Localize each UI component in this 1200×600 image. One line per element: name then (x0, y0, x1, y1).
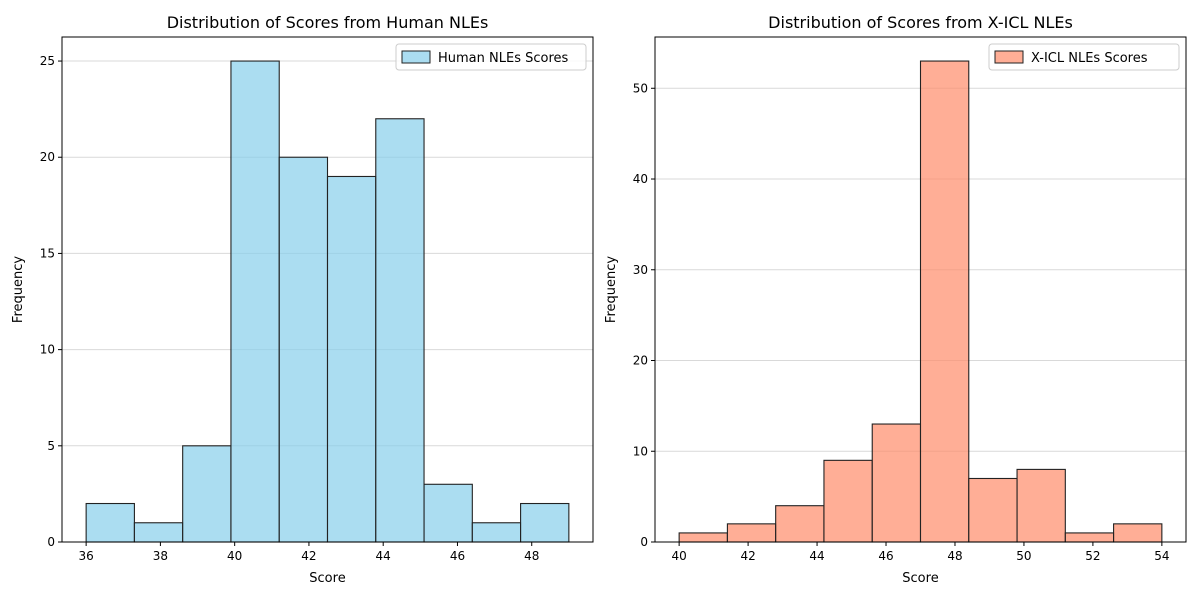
x-tick-label: 46 (878, 549, 893, 563)
x-tick-label: 42 (301, 549, 316, 563)
histogram-bar (775, 505, 825, 543)
x-tick-label: 48 (947, 549, 962, 563)
legend-box (988, 43, 1180, 71)
x-tick-label: 46 (450, 549, 465, 563)
legend-label: X-ICL NLEs Scores (1031, 51, 1148, 66)
x-tick-label: 42 (740, 549, 755, 563)
histogram-bar (1113, 523, 1163, 543)
histogram-bar (1016, 468, 1066, 543)
histogram-bar (471, 522, 522, 543)
histogram-bar (85, 502, 135, 543)
x-tick-label: 54 (1154, 549, 1169, 563)
histogram-bar (1064, 532, 1115, 543)
histogram-bar (823, 459, 873, 543)
y-tick-label: 15 (40, 246, 55, 260)
y-tick-label: 20 (40, 150, 55, 164)
y-tick-label: 40 (633, 172, 648, 186)
x-tick-label: 52 (1085, 549, 1100, 563)
legend: Human NLEs Scores (395, 43, 587, 71)
y-axis-label: Frequency (604, 256, 619, 323)
plot-frame (61, 36, 594, 543)
y-tick-label: 30 (633, 263, 648, 277)
x-tick-label: 40 (671, 549, 686, 563)
y-tick-label: 10 (40, 343, 55, 357)
histogram-bar (678, 532, 728, 543)
histogram-bar (278, 156, 329, 543)
histogram-bar (326, 175, 377, 543)
chart-panel-1: 36 38 40 42 44 46 48 0 5 10 15 20 25 Distribution of … (11, 13, 594, 586)
chart-title: Distribution of Scores from X-ICL NLEs (768, 13, 1073, 32)
legend-box (395, 43, 587, 71)
histogram-bar (133, 522, 184, 543)
y-tick-label: 0 (47, 535, 55, 549)
y-tick-label: 50 (633, 81, 648, 95)
histogram-bar (871, 423, 922, 543)
y-tick-label: 10 (633, 444, 648, 458)
histogram-bar (520, 502, 570, 543)
x-tick-label: 40 (227, 549, 242, 563)
x-tick-label: 50 (1016, 549, 1031, 563)
histogram-bar (968, 477, 1018, 543)
y-tick-label: 25 (40, 54, 55, 68)
legend-swatch (401, 50, 431, 64)
x-tick-label: 44 (376, 549, 391, 563)
y-tick-label: 0 (640, 535, 648, 549)
histogram-bar (919, 60, 970, 543)
chart-title: Distribution of Scores from Human NLEs (167, 13, 489, 32)
histogram-bar (726, 523, 777, 543)
histogram-bar (423, 483, 473, 543)
plot-frame (654, 36, 1187, 543)
chart-panel-2: 40 42 44 46 48 50 52 54 0 10 20 30 40 50 Distribution … (604, 13, 1187, 586)
legend: X-ICL NLEs Scores (988, 43, 1180, 71)
histogram-bar (230, 60, 280, 543)
x-axis-label: Score (309, 571, 345, 586)
legend-swatch (994, 50, 1024, 64)
x-tick-label: 44 (809, 549, 824, 563)
histogram-bar (182, 445, 232, 543)
x-axis-label: Score (902, 571, 938, 586)
x-tick-label: 36 (78, 549, 93, 563)
y-tick-label: 20 (633, 354, 648, 368)
x-tick-label: 48 (524, 549, 539, 563)
y-axis-label: Frequency (11, 256, 26, 323)
y-tick-label: 5 (47, 439, 55, 453)
x-tick-label: 38 (153, 549, 168, 563)
legend-label: Human NLEs Scores (438, 51, 569, 66)
histogram-bar (375, 118, 425, 543)
